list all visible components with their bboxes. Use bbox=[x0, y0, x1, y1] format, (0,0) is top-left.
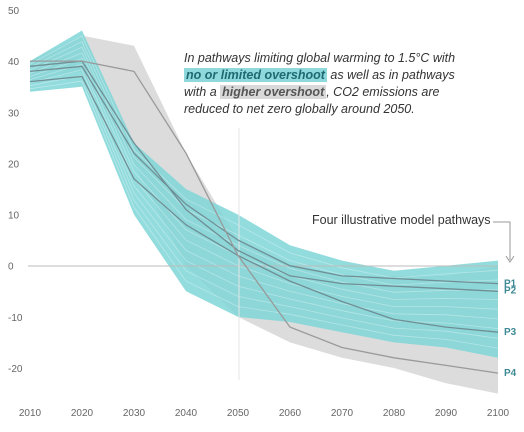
background-pathway-line bbox=[29, 58, 499, 310]
x-tick-label: 2060 bbox=[279, 408, 302, 419]
annotation-text: In pathways limiting global warming to 1… bbox=[184, 50, 474, 118]
pathway-line-p4 bbox=[30, 60, 499, 374]
y-tick-label: -20 bbox=[8, 364, 23, 375]
x-tick-label: 2040 bbox=[175, 408, 198, 419]
background-pathway-line bbox=[29, 69, 499, 329]
pathway-line-p3 bbox=[29, 75, 499, 333]
y-tick-label: 30 bbox=[8, 108, 20, 119]
background-pathway-line bbox=[29, 63, 499, 320]
x-tick-label: 2050 bbox=[227, 408, 250, 419]
pathway-bands bbox=[30, 30, 498, 394]
pathway-line-p1 bbox=[29, 65, 499, 285]
pathway-line-p2 bbox=[29, 60, 499, 292]
illustrative-pathways bbox=[29, 60, 499, 374]
annotation-part1: In pathways limiting global warming to 1… bbox=[184, 51, 456, 65]
y-tick-label: 0 bbox=[8, 262, 14, 273]
y-tick-label: -10 bbox=[8, 313, 23, 324]
y-tick-label: 50 bbox=[8, 6, 20, 17]
pathways-arrow bbox=[493, 221, 511, 260]
x-tick-label: 2030 bbox=[123, 408, 146, 419]
background-pathway-line bbox=[29, 35, 499, 279]
x-tick-label: 2100 bbox=[487, 408, 510, 419]
y-tick-label: 40 bbox=[8, 57, 20, 68]
pathway-label-p1: P1 bbox=[504, 279, 517, 290]
annotation-part3: , CO2 emissions are reduced to net zero … bbox=[184, 85, 440, 116]
x-tick-label: 2010 bbox=[19, 408, 42, 419]
y-tick-label: 20 bbox=[8, 159, 20, 170]
four-pathways-label: Four illustrative model pathways bbox=[312, 213, 491, 227]
x-tick-label: 2070 bbox=[331, 408, 354, 419]
background-pathway-line bbox=[29, 80, 499, 349]
y-tick-label: 10 bbox=[8, 211, 20, 222]
background-pathway-line bbox=[29, 75, 499, 339]
pathway-label-p4: P4 bbox=[504, 368, 517, 379]
x-axis-ticks: 2010 2020 2030 2040 2050 2060 2070 2080 2090 2100 bbox=[19, 408, 510, 419]
background-pathways bbox=[29, 35, 499, 349]
no-or-limited-overshoot-band bbox=[30, 30, 498, 358]
background-pathway-line bbox=[29, 41, 499, 286]
low-overshoot-highlight: no or limited overshoot bbox=[184, 68, 327, 82]
x-tick-label: 2020 bbox=[71, 408, 94, 419]
y-axis-ticks: 50 40 30 20 10 0 -10 -20 bbox=[8, 6, 23, 375]
high-overshoot-highlight: higher overshoot bbox=[220, 85, 327, 99]
pathways-arrowhead-icon bbox=[505, 255, 515, 263]
pathway-label-p3: P3 bbox=[504, 327, 517, 338]
annotation-part2: as well as in pathways with a bbox=[184, 68, 455, 99]
background-pathway-line bbox=[29, 46, 499, 293]
x-tick-label: 2080 bbox=[383, 408, 406, 419]
pathway-label-p2: P2 bbox=[504, 285, 517, 296]
x-tick-label: 2090 bbox=[435, 408, 458, 419]
